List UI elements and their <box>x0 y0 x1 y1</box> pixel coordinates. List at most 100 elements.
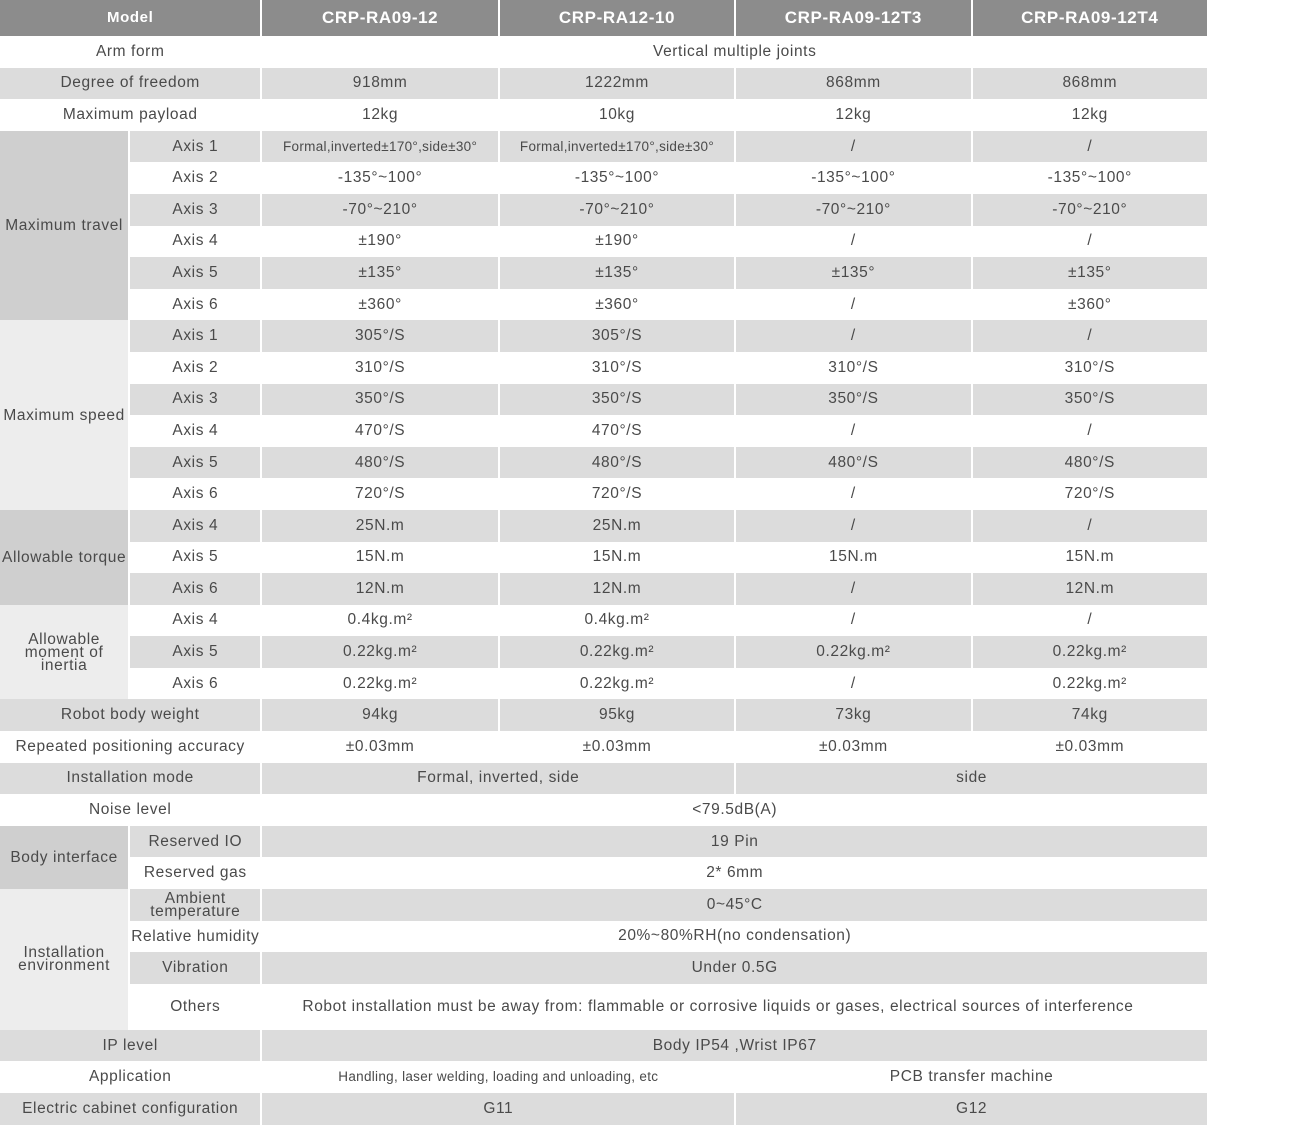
table-row: Axis 5 15N.m 15N.m 15N.m 15N.m <box>0 541 1207 574</box>
row-label: Installation mode <box>0 762 261 795</box>
table-row: Axis 5 ±135° ±135° ±135° ±135° <box>0 257 1207 289</box>
group-label: Maximum travel <box>0 130 129 321</box>
value-cell: PCB transfer machine <box>736 1061 1207 1093</box>
value-cell: / <box>736 667 971 700</box>
value-cell: 305°/S <box>499 320 735 352</box>
table-row: Degree of freedom 918mm 1222mm 868mm 868mm <box>0 67 1207 100</box>
row-label: Vibration <box>130 952 261 984</box>
value-cell: / <box>972 130 1207 163</box>
value-cell: 0.22kg.m² <box>499 667 735 700</box>
row-label: Maximum payload <box>0 99 261 131</box>
header-row: Model CRP-RA09-12 CRP-RA12-10 CRP-RA09-12T3… <box>0 0 1207 36</box>
value-cell: 0.22kg.m² <box>736 636 971 668</box>
value-cell: 0.22kg.m² <box>972 667 1207 700</box>
row-label: Axis 5 <box>130 446 261 479</box>
value-cell: 12kg <box>972 99 1207 131</box>
header-model: CRP-RA09-12 <box>262 0 498 36</box>
value-cell: ±360° <box>972 288 1207 321</box>
value-cell: 15N.m <box>499 541 735 574</box>
row-label: Others <box>130 983 261 1030</box>
table-row: Installation environment Ambient temperat… <box>0 889 1207 1030</box>
group-label: Allowable torque <box>0 509 129 605</box>
value-cell: 310°/S <box>262 351 498 384</box>
value-cell: / <box>736 225 971 258</box>
row-label: Reserved gas <box>130 857 261 890</box>
table-row: Arm form Vertical multiple joints <box>0 36 1207 68</box>
value-cell: / <box>736 415 971 447</box>
row-label: Application <box>0 1061 261 1093</box>
header-model: CRP-RA09-12T4 <box>972 0 1207 36</box>
table-row: Axis 6 0.22kg.m² 0.22kg.m²/0.22kg.m² <box>0 667 1207 700</box>
table-row: Noise level <79.5dB(A) <box>0 794 1207 826</box>
row-label: Axis 4 <box>130 225 261 258</box>
table-row: Vibration Under 0.5G <box>0 952 1207 984</box>
value-cell: / <box>736 130 971 163</box>
value-cell: Vertical multiple joints <box>262 36 1207 68</box>
value-cell: 12kg <box>262 99 498 131</box>
value-cell: 19 Pin <box>262 825 1207 858</box>
value-cell: 12kg <box>736 99 971 131</box>
value-cell: 12N.m <box>499 573 735 605</box>
table-row: Others Robot installation must be away fr… <box>0 983 1207 1030</box>
row-label: Axis 5 <box>130 636 261 668</box>
value-cell: 0.22kg.m² <box>262 636 498 668</box>
table-row: Allowable torque Axis 4 25N.m 25N.m / / <box>0 509 1207 605</box>
value-cell: 350°/S <box>972 383 1207 416</box>
value-cell: / <box>736 509 971 542</box>
row-label: Degree of freedom <box>0 67 261 100</box>
value-cell: ±135° <box>972 257 1207 289</box>
value-cell: 0.22kg.m² <box>262 667 498 700</box>
value-cell: 868mm <box>736 67 971 100</box>
row-label: Axis 6 <box>130 573 261 605</box>
value-cell: 15N.m <box>972 541 1207 574</box>
value-cell: 2* 6mm <box>262 857 1207 890</box>
value-cell: Formal,inverted±170°,side±30° <box>262 130 498 163</box>
value-cell: / <box>972 225 1207 258</box>
row-label: Repeated positioning accuracy <box>0 731 261 763</box>
row-label: Axis 2 <box>130 351 261 384</box>
value-cell: 94kg <box>262 699 498 732</box>
value-cell: <79.5dB(A) <box>262 794 1207 826</box>
row-label: Axis 3 <box>130 383 261 416</box>
value-cell: 25N.m <box>262 509 498 542</box>
group-label: Body interface <box>0 825 129 890</box>
value-cell: -135°~100° <box>972 162 1207 194</box>
value-cell: 305°/S <box>262 320 498 352</box>
value-cell: 470°/S <box>262 415 498 447</box>
table-row: Electric cabinet configuration G11 G12 <box>0 1093 1207 1125</box>
value-cell: 480°/S <box>972 446 1207 479</box>
value-cell: 0.22kg.m² <box>499 636 735 668</box>
table-row: Axis 4 ±190° ±190° / / <box>0 225 1207 258</box>
value-cell: 10kg <box>499 99 735 131</box>
row-label: Ambient temperature <box>130 889 261 921</box>
value-cell: -70°~210° <box>499 193 735 226</box>
row-label: Axis 6 <box>130 478 261 510</box>
table-row: Reserved gas 2* 6mm <box>0 857 1207 890</box>
value-cell: ±0.03mm <box>499 731 735 763</box>
value-cell: / <box>972 320 1207 352</box>
group-label: Allowable moment of inertia <box>0 604 129 700</box>
value-cell: 720°/S <box>499 478 735 510</box>
row-label: Electric cabinet configuration <box>0 1093 261 1125</box>
table-row: Axis 2 310°/S 310°/S 310°/S 310°/S <box>0 351 1207 384</box>
header-model-label: Model <box>0 0 261 36</box>
value-cell: -135°~100° <box>736 162 971 194</box>
value-cell: 918mm <box>262 67 498 100</box>
row-label: Robot body weight <box>0 699 261 732</box>
value-cell: 95kg <box>499 699 735 732</box>
value-cell: 1222mm <box>499 67 735 100</box>
row-label: Axis 1 <box>130 320 261 352</box>
group-label: Installation environment <box>0 889 129 1030</box>
spec-table: Model CRP-RA09-12 CRP-RA12-10 CRP-RA09-12T3… <box>0 0 1207 1125</box>
value-cell: ±360° <box>262 288 498 321</box>
table-row: Allowable moment of inertia Axis 4 0.4kg.m… <box>0 604 1207 700</box>
group-label: Maximum speed <box>0 320 129 510</box>
value-cell: / <box>736 288 971 321</box>
value-cell: 470°/S <box>499 415 735 447</box>
value-cell: 480°/S <box>499 446 735 479</box>
value-cell: ±0.03mm <box>972 731 1207 763</box>
row-label: Axis 4 <box>130 604 261 637</box>
value-cell: 310°/S <box>736 351 971 384</box>
value-cell: / <box>972 509 1207 542</box>
row-label: Reserved IO <box>130 825 261 858</box>
